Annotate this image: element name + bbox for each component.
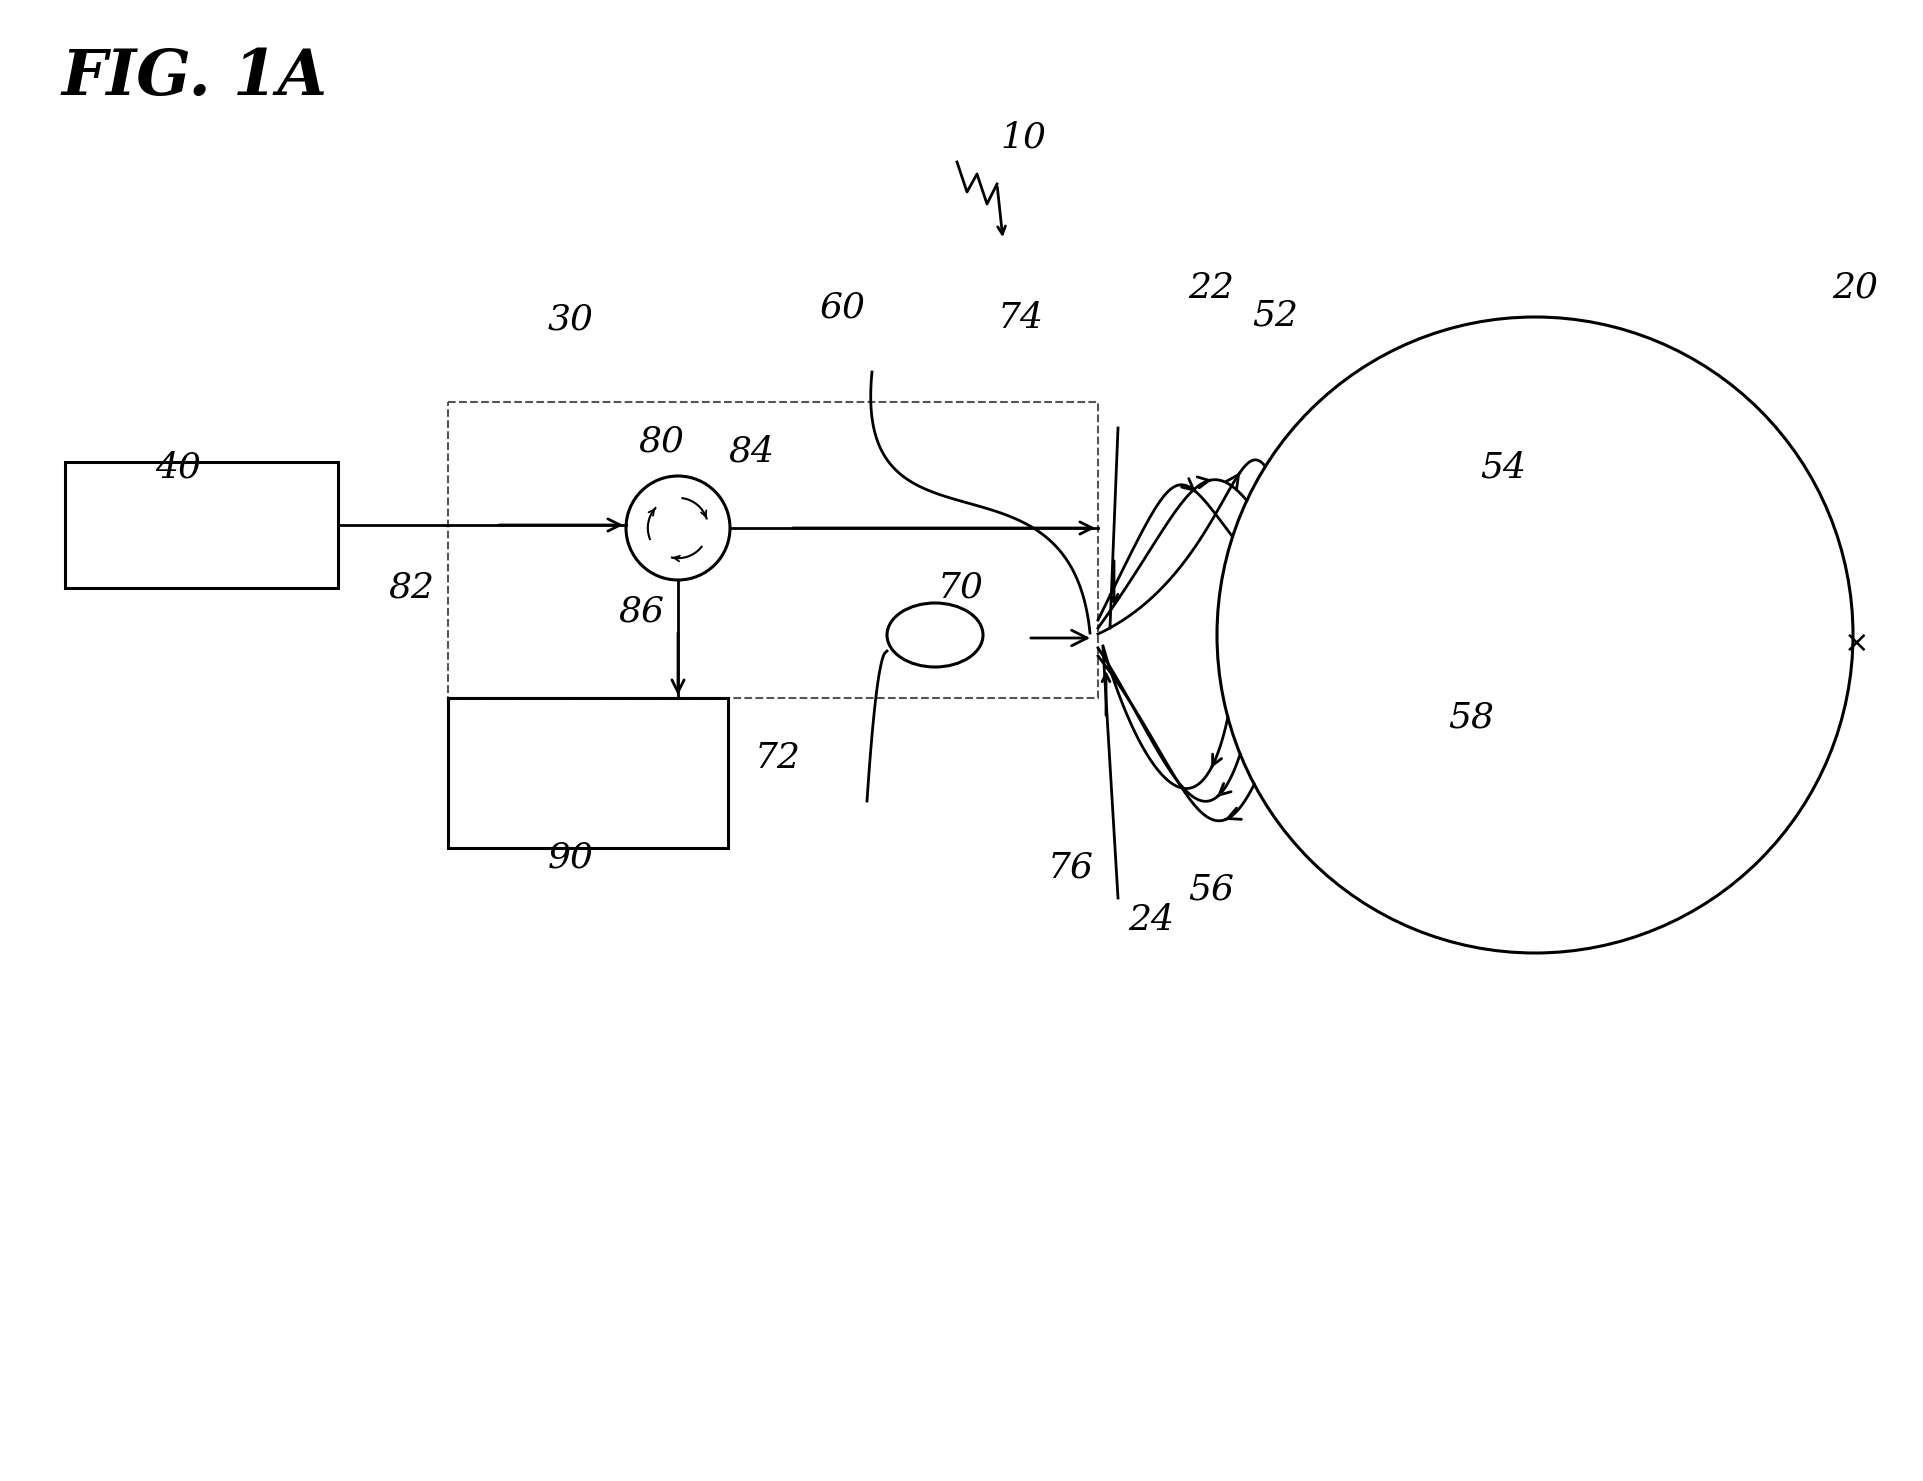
Text: ×: × [1844, 628, 1869, 658]
Bar [448, 698, 727, 849]
Text: 60: 60 [819, 290, 865, 324]
Text: 22: 22 [1186, 271, 1233, 305]
Text: 84: 84 [727, 435, 773, 469]
Text: 54: 54 [1479, 452, 1525, 484]
Bar [65, 462, 338, 588]
Text: 72: 72 [754, 740, 800, 775]
Text: 24: 24 [1127, 903, 1173, 937]
Text: 10: 10 [1000, 121, 1046, 156]
Text: 86: 86 [617, 595, 663, 629]
Text: FIG. 1A: FIG. 1A [62, 47, 327, 108]
Text: 56: 56 [1186, 872, 1233, 906]
Bar [448, 401, 1098, 698]
Text: 80: 80 [638, 425, 685, 459]
Text: 70: 70 [938, 572, 983, 606]
Text: 76: 76 [1048, 852, 1094, 886]
Text: 82: 82 [388, 572, 435, 606]
Text: 30: 30 [548, 304, 594, 338]
Text: 90: 90 [548, 841, 594, 875]
Text: 52: 52 [1252, 298, 1298, 332]
Text: 40: 40 [156, 452, 200, 484]
Text: 20: 20 [1831, 271, 1877, 305]
Text: 74: 74 [998, 301, 1044, 335]
Text: 58: 58 [1448, 701, 1494, 735]
